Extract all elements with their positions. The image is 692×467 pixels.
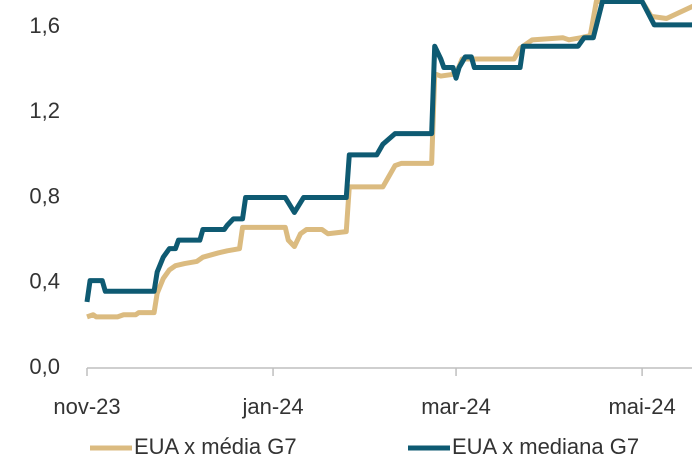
x-tick-label: nov-23 (53, 394, 120, 419)
line (84, 0, 692, 303)
x-tick-label: jan-24 (241, 394, 303, 419)
y-tick-label: 0,0 (29, 354, 60, 379)
y-tick-label: 1,2 (29, 98, 60, 123)
y-tick-label: 1,6 (29, 13, 60, 38)
x-tick-label: mai-24 (608, 394, 675, 419)
legend-label: EUA x mediana G7 (452, 434, 639, 459)
y-tick-label: 0,8 (29, 183, 60, 208)
line (86, 0, 692, 320)
x-tick-label: mar-24 (421, 394, 491, 419)
legend-label: EUA x média G7 (134, 434, 297, 459)
y-tick-label: 0,4 (29, 269, 60, 294)
